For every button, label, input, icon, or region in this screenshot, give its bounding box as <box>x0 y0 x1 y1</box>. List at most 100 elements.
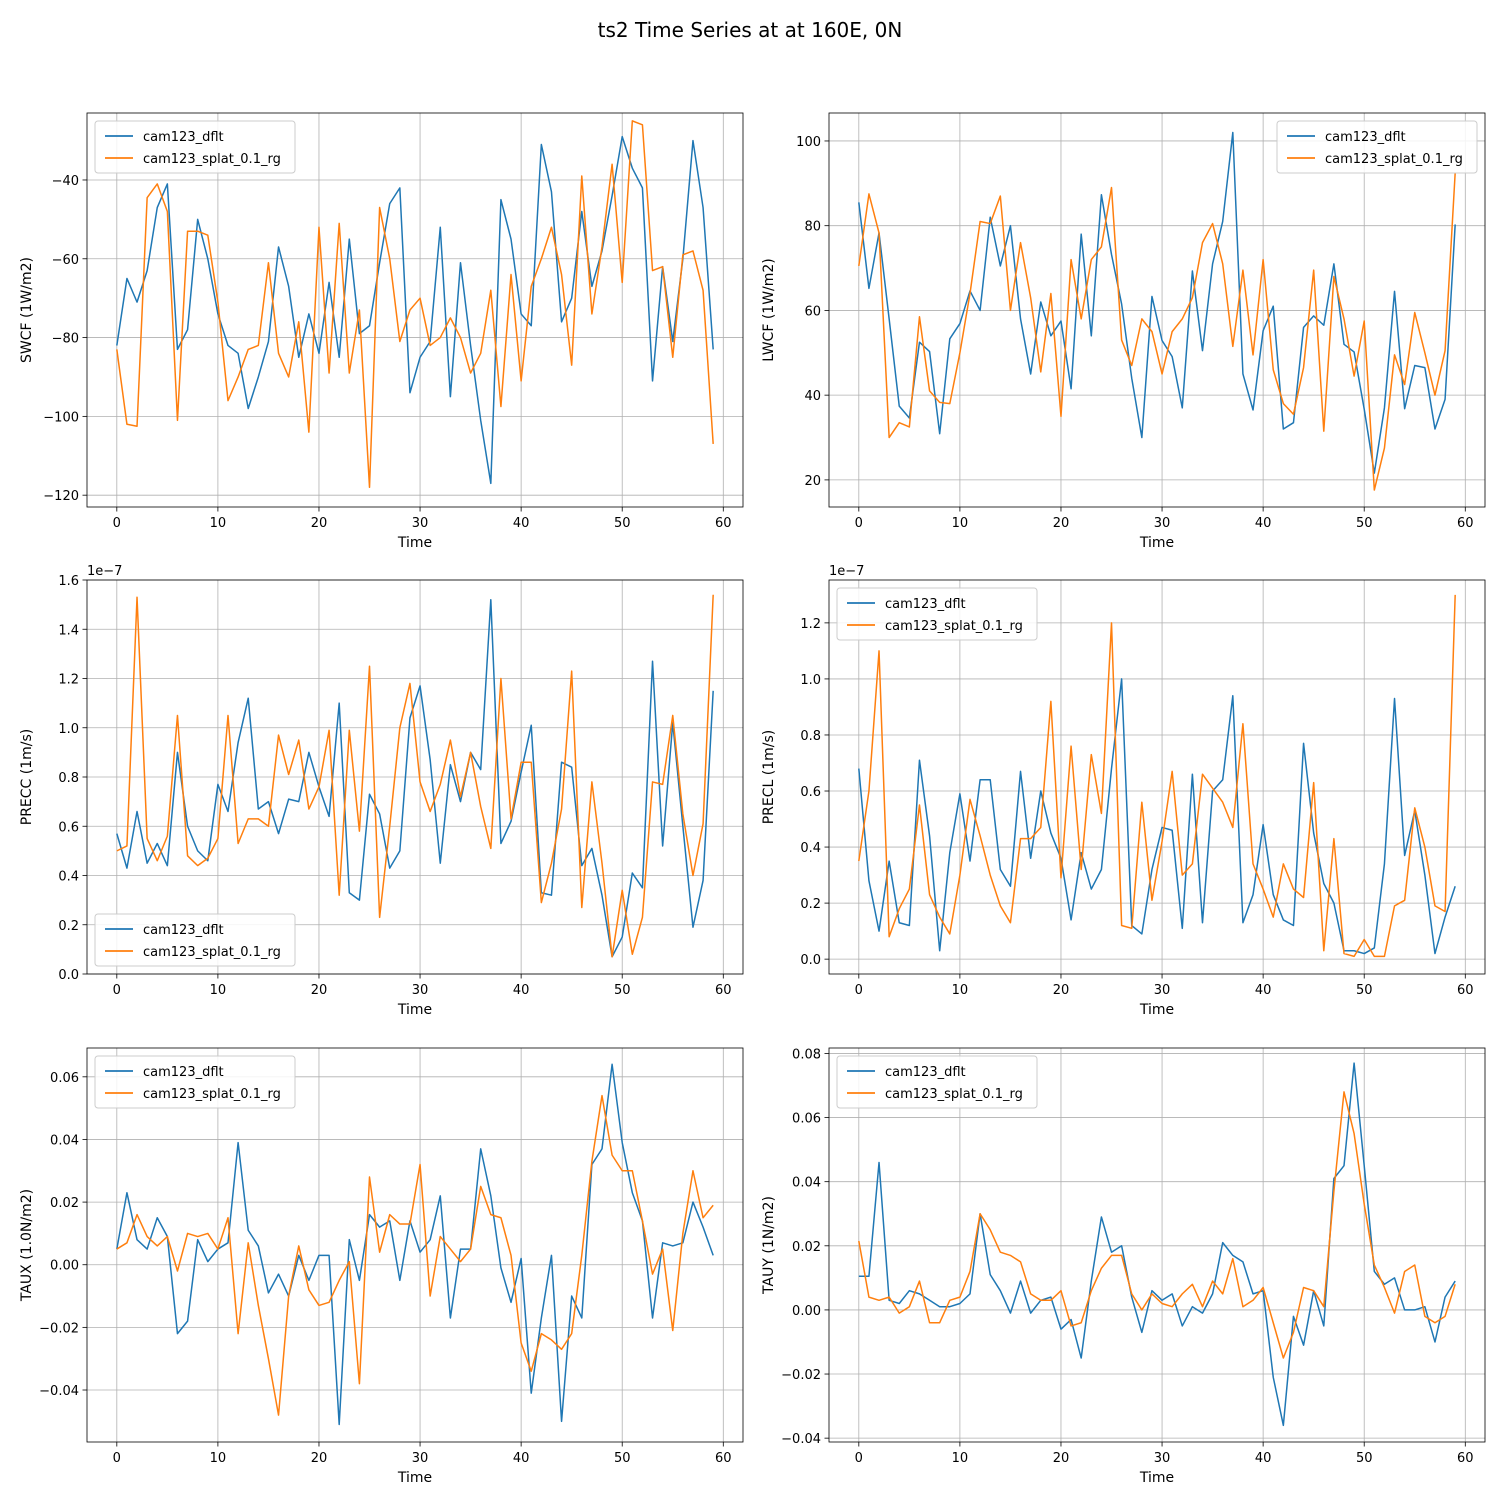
y-tick-label: −100 <box>43 410 79 425</box>
y-tick-label: 1.2 <box>800 617 821 632</box>
x-tick-label: 50 <box>614 516 631 531</box>
legend-label-dflt: cam123_dflt <box>143 130 224 145</box>
x-tick-label: 50 <box>614 1451 631 1466</box>
x-tick-label: 20 <box>1053 983 1070 998</box>
legend-label-splat: cam123_splat_0.1_rg <box>143 152 281 167</box>
x-tick-label: 60 <box>1457 1451 1474 1466</box>
y-tick-label: −0.04 <box>781 1432 821 1447</box>
series-line-splat <box>858 594 1456 958</box>
x-tick-label: 40 <box>1255 983 1272 998</box>
y-tick-label: 0.2 <box>58 919 79 934</box>
x-tick-label: 10 <box>952 983 969 998</box>
y-axis-label: TAUX (1.0N/m2) <box>19 1189 35 1302</box>
legend: cam123_dflt cam123_splat_0.1_rg <box>1276 120 1478 174</box>
x-tick-label: 50 <box>1356 1451 1373 1466</box>
legend-box <box>94 120 296 174</box>
x-tick-label: 30 <box>1154 516 1171 531</box>
y-tick-label: 1.6 <box>58 574 79 589</box>
y-tick-label: 80 <box>804 220 821 235</box>
x-tick-label: 60 <box>1457 983 1474 998</box>
panel-precc: 0 10 20 30 40 50 60 0.0 0.2 0.4 0.6 0.8 1.0 1.2 1.4 1.6… <box>19 564 744 1018</box>
legend: cam123_dflt cam123_splat_0.1_rg <box>94 120 296 174</box>
panel-precl: 0 10 20 30 40 50 60 0.0 0.2 0.4 0.6 0.8 1.0 1.2 Time PR… <box>761 564 1486 1018</box>
x-tick-label: 40 <box>513 983 530 998</box>
axes-frame <box>828 579 1486 975</box>
y-axis-label: PRECC (1m/s) <box>19 729 35 826</box>
legend-label-splat: cam123_splat_0.1_rg <box>1325 152 1463 167</box>
x-tick-label: 30 <box>412 516 429 531</box>
legend-label-splat: cam123_splat_0.1_rg <box>885 1087 1023 1102</box>
legend-box <box>94 1055 296 1109</box>
y-tick-label: 60 <box>804 304 821 319</box>
x-tick-label: 0 <box>855 516 863 531</box>
x-tick-label: 10 <box>952 516 969 531</box>
y-tick-label: 0.02 <box>792 1240 821 1255</box>
x-axis-label: Time <box>1139 1470 1174 1486</box>
y-tick-label: 0.02 <box>50 1196 79 1211</box>
panel-taux: 0 10 20 30 40 50 60 −0.04 −0.02 0.00 0.02 0.04 0.06 T… <box>19 1047 744 1486</box>
x-tick-label: 30 <box>1154 983 1171 998</box>
series-line-splat <box>116 120 714 489</box>
y-tick-label: 0.8 <box>800 729 821 744</box>
series-line-splat <box>116 1094 714 1416</box>
x-axis-label: Time <box>397 1470 432 1486</box>
axes-frame <box>828 1047 1486 1443</box>
x-tick-label: 10 <box>210 516 227 531</box>
y-tick-label: 1.2 <box>58 673 79 688</box>
y-tick-label: 1.0 <box>58 722 79 737</box>
x-tick-label: 50 <box>1356 983 1373 998</box>
figure-title: ts2 Time Series at at 160E, 0N <box>598 18 903 42</box>
x-tick-label: 0 <box>855 983 863 998</box>
y-tick-label: 20 <box>804 474 821 489</box>
x-tick-label: 40 <box>513 516 530 531</box>
panel-lwcf: 0 10 20 30 40 50 60 20 40 60 80 100 Time LWCF (1W/m2)… <box>761 112 1486 551</box>
y-tick-label: 0.2 <box>800 897 821 912</box>
x-tick-label: 30 <box>412 983 429 998</box>
series-line-splat <box>116 594 714 958</box>
y-axis-label: PRECL (1m/s) <box>761 730 777 825</box>
legend-label-splat: cam123_splat_0.1_rg <box>885 619 1023 634</box>
legend-box <box>836 1055 1038 1109</box>
y-axis-label: TAUY (1N/m2) <box>761 1196 777 1295</box>
x-axis-label: Time <box>1139 535 1174 551</box>
x-tick-label: 40 <box>513 1451 530 1466</box>
x-tick-label: 50 <box>1356 516 1373 531</box>
legend: cam123_dflt cam123_splat_0.1_rg <box>836 587 1038 641</box>
y-tick-label: 0.08 <box>792 1047 821 1062</box>
y-tick-label: 0.6 <box>800 785 821 800</box>
x-tick-label: 0 <box>113 516 121 531</box>
series-line-dflt <box>858 131 1456 474</box>
legend: cam123_dflt cam123_splat_0.1_rg <box>94 1055 296 1109</box>
legend-label-dflt: cam123_dflt <box>143 1065 224 1080</box>
x-tick-label: 60 <box>1457 516 1474 531</box>
y-tick-label: 100 <box>796 135 821 150</box>
y-tick-label: −0.02 <box>39 1321 79 1336</box>
x-tick-label: 40 <box>1255 1451 1272 1466</box>
panel-swcf: 0 10 20 30 40 50 60 −120 −100 −80 −60 −40 Time SWCF (… <box>19 112 744 551</box>
y-tick-label: 1.4 <box>58 623 79 638</box>
series-line-splat <box>858 1091 1456 1359</box>
x-tick-label: 0 <box>113 1451 121 1466</box>
legend: cam123_dflt cam123_splat_0.1_rg <box>94 913 296 967</box>
x-tick-label: 60 <box>715 516 732 531</box>
series-line-dflt <box>858 1062 1456 1427</box>
x-axis-label: Time <box>397 1002 432 1018</box>
x-axis-label: Time <box>397 535 432 551</box>
series-line-dflt <box>858 678 1456 955</box>
x-tick-label: 10 <box>952 1451 969 1466</box>
axis-offset-label: 1e−7 <box>829 564 864 579</box>
y-tick-label: 40 <box>804 389 821 404</box>
panel-tauy: 0 10 20 30 40 50 60 −0.04 −0.02 0.00 0.02 0.04 0.06 0… <box>761 1047 1486 1486</box>
axes-frame <box>828 112 1486 508</box>
y-tick-label: 1.0 <box>800 673 821 688</box>
panels: 0 10 20 30 40 50 60 −120 −100 −80 −60 −40 Time SWCF (… <box>19 112 1486 1486</box>
y-tick-label: −0.04 <box>39 1384 79 1399</box>
legend-box <box>1276 120 1478 174</box>
y-axis-label: LWCF (1W/m2) <box>761 258 777 362</box>
x-tick-label: 30 <box>1154 1451 1171 1466</box>
series-line-dflt <box>116 598 714 958</box>
y-tick-label: −80 <box>52 332 79 347</box>
y-tick-label: −40 <box>52 174 79 189</box>
y-tick-label: −60 <box>52 253 79 268</box>
